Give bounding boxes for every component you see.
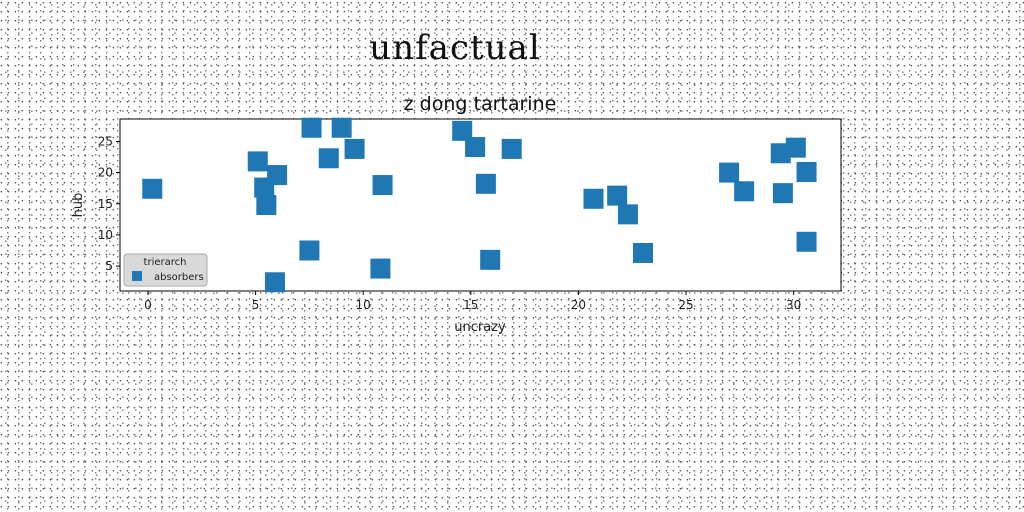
- data-point: [465, 137, 486, 158]
- y-axis-label: hub: [71, 193, 86, 218]
- data-point: [501, 138, 522, 159]
- data-point: [372, 175, 393, 196]
- data-point: [370, 258, 391, 279]
- x-tick-label: 0: [144, 298, 152, 312]
- x-tick-label: 15: [463, 298, 478, 312]
- chart-title: z dong tartarine: [404, 93, 557, 115]
- data-point: [475, 173, 496, 194]
- data-point: [480, 249, 501, 270]
- data-point: [734, 181, 755, 202]
- y-tick-label: 25: [98, 134, 113, 148]
- legend: trierarch absorbers: [123, 253, 208, 287]
- data-point: [247, 151, 268, 172]
- data-point: [719, 162, 740, 183]
- data-point: [632, 242, 653, 263]
- x-tick-label: 30: [786, 298, 801, 312]
- data-point: [796, 231, 817, 252]
- legend-box: [123, 253, 208, 287]
- x-tick-label: 25: [678, 298, 693, 312]
- data-point: [770, 143, 791, 164]
- legend-marker: [132, 271, 142, 281]
- data-point: [264, 272, 285, 293]
- data-point: [331, 117, 352, 138]
- x-tick-label: 20: [571, 298, 586, 312]
- data-points: [142, 117, 817, 293]
- data-point: [256, 195, 277, 215]
- data-point: [617, 204, 638, 225]
- y-tick-label: 15: [98, 197, 113, 211]
- data-point: [142, 178, 163, 199]
- data-point: [301, 117, 322, 138]
- data-point: [785, 137, 806, 158]
- data-point: [267, 165, 288, 186]
- data-point: [607, 185, 628, 206]
- data-point: [452, 120, 473, 141]
- data-point: [772, 183, 793, 204]
- figure-suptitle: unfactual: [369, 28, 541, 68]
- y-tick-label: 5: [105, 259, 113, 273]
- x-tick-label: 5: [252, 298, 260, 312]
- legend-label-absorbers: absorbers: [154, 272, 204, 283]
- data-point: [344, 138, 365, 159]
- axis-ticks: 0 5 10 15 20 25 30 5 10 15 20 25: [98, 134, 802, 312]
- y-tick-label: 10: [98, 228, 113, 242]
- x-tick-label: 10: [356, 298, 371, 312]
- data-point: [299, 240, 320, 261]
- data-point: [583, 188, 604, 209]
- y-tick-label: 20: [98, 166, 113, 180]
- data-point: [318, 148, 339, 169]
- legend-title: trierarch: [144, 257, 187, 268]
- data-point: [796, 161, 817, 182]
- x-axis-label: uncrazy: [454, 320, 506, 335]
